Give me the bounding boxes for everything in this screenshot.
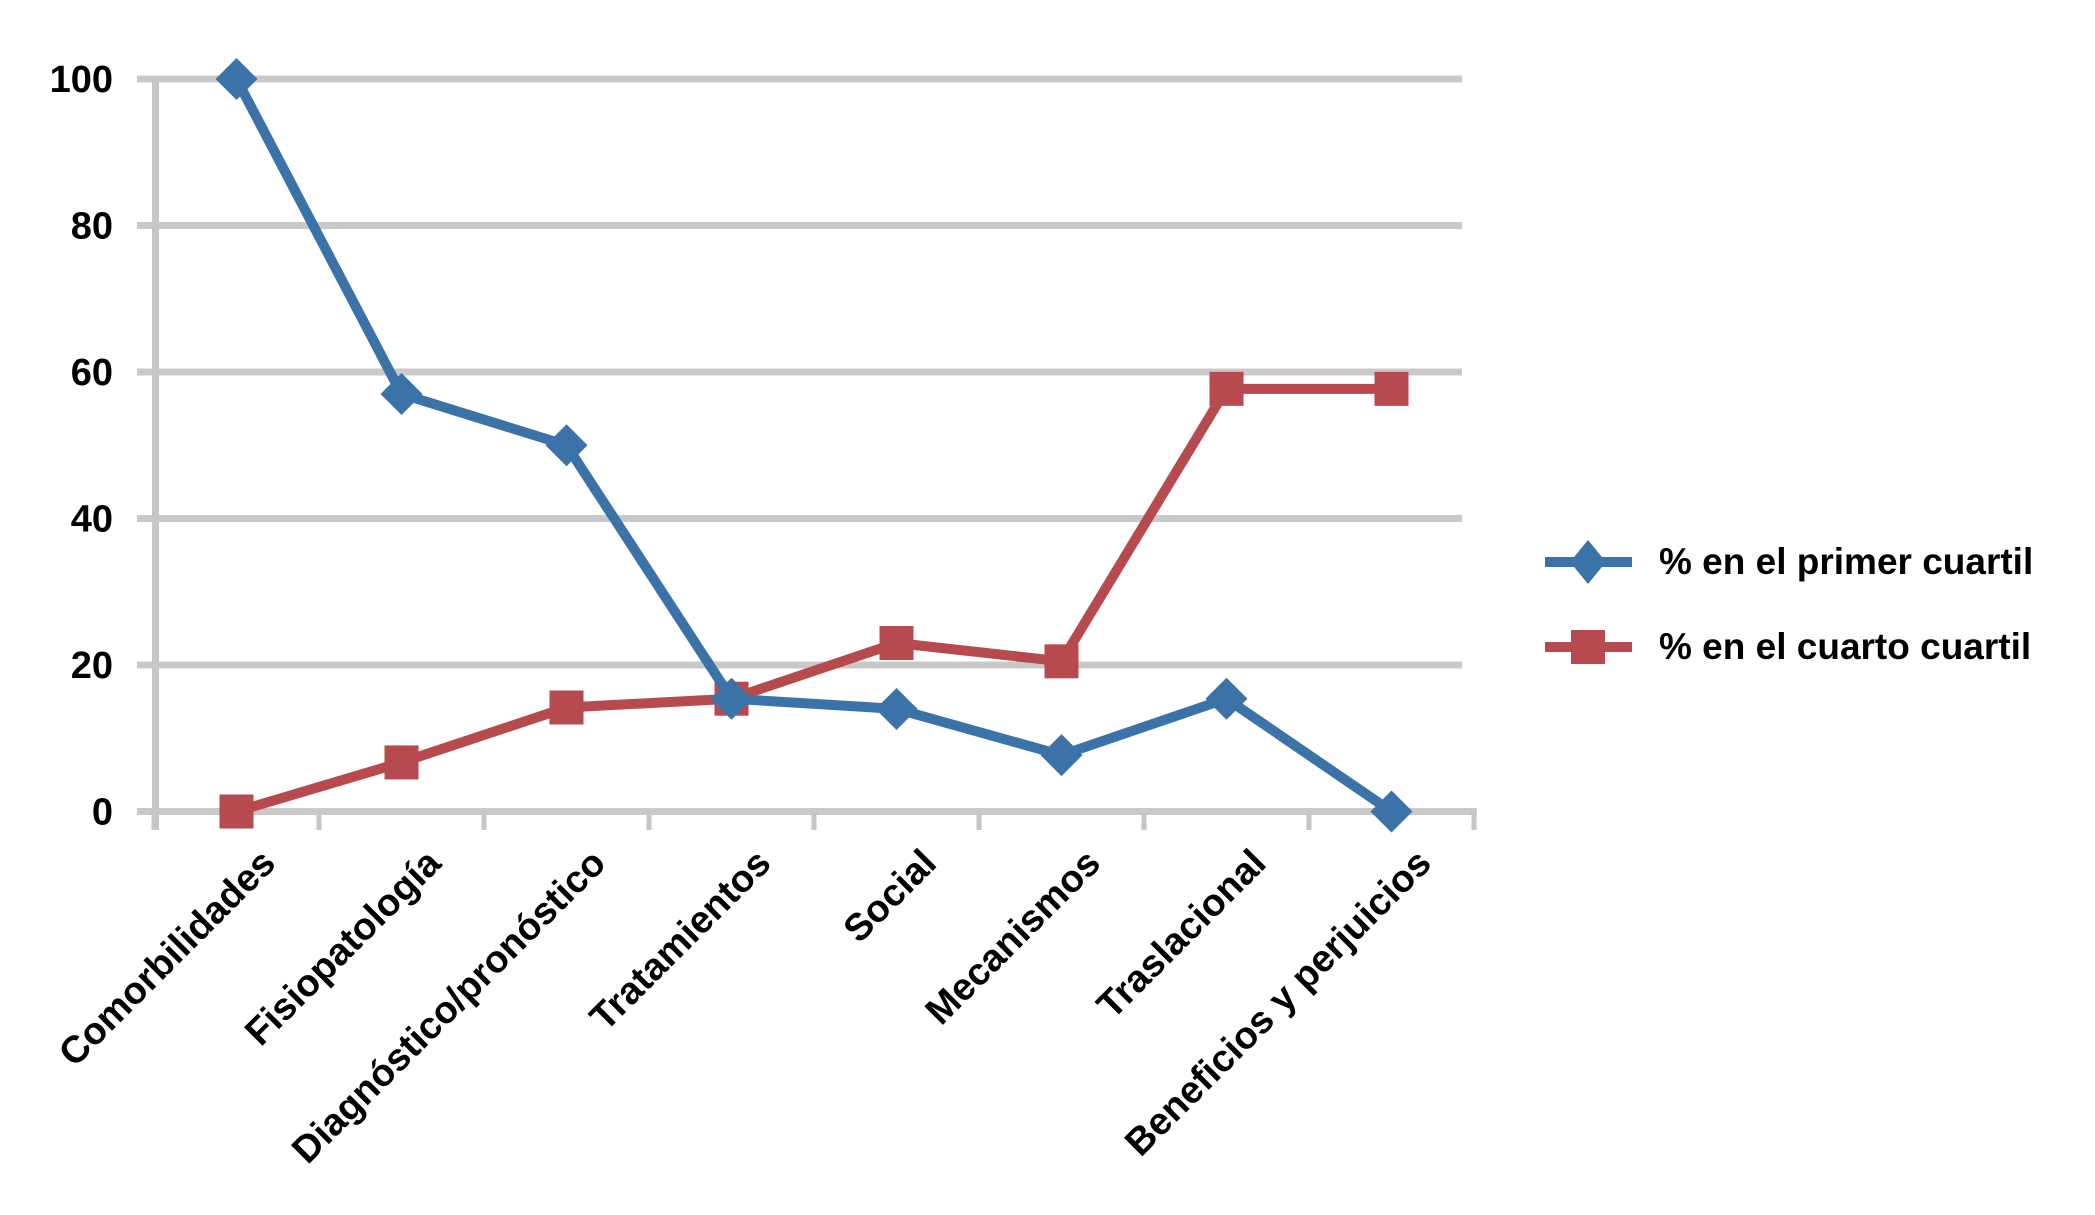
y-tick-label-0: 0	[92, 792, 113, 834]
series-line-cuarto-cuartil	[231, 383, 1397, 817]
y-tick-label-60: 60	[71, 352, 113, 394]
series-line-primer-cuartil	[231, 74, 1397, 817]
marker-square-6	[1209, 371, 1244, 406]
marker-diamond-5	[1040, 734, 1083, 777]
marker-square-5	[1044, 644, 1079, 679]
legend-marker-diamond-icon	[1545, 540, 1632, 584]
marker-diamond-4	[875, 687, 918, 730]
marker-square-0	[219, 794, 254, 829]
y-tick-label-80: 80	[71, 206, 113, 248]
marker-diamond-2	[545, 424, 588, 467]
marker-diamond-6	[1205, 677, 1248, 720]
marker-diamond-0	[215, 58, 258, 100]
marker-square-1	[384, 745, 419, 780]
legend-label-cuarto-cuartil: % en el cuarto cuartil	[1659, 626, 2032, 667]
y-tick-label-40: 40	[71, 499, 113, 541]
legend-marker-square-icon	[1545, 630, 1632, 664]
legend-label-primer-cuartil: % en el primer cuartil	[1659, 541, 2034, 582]
legend-item-primer-cuartil: % en el primer cuartil	[1545, 537, 2033, 587]
y-tick-label-100: 100	[50, 59, 113, 101]
y-tick-label-20: 20	[71, 645, 113, 687]
marker-square-4	[879, 626, 914, 661]
marker-diamond-1	[380, 372, 423, 415]
marker-square-7	[1374, 371, 1409, 406]
marker-diamond-3	[710, 677, 753, 720]
marker-square-2	[549, 690, 584, 725]
legend-item-cuarto-cuartil: % en el cuarto cuartil	[1545, 622, 2031, 672]
marker-diamond-7	[1370, 790, 1413, 833]
